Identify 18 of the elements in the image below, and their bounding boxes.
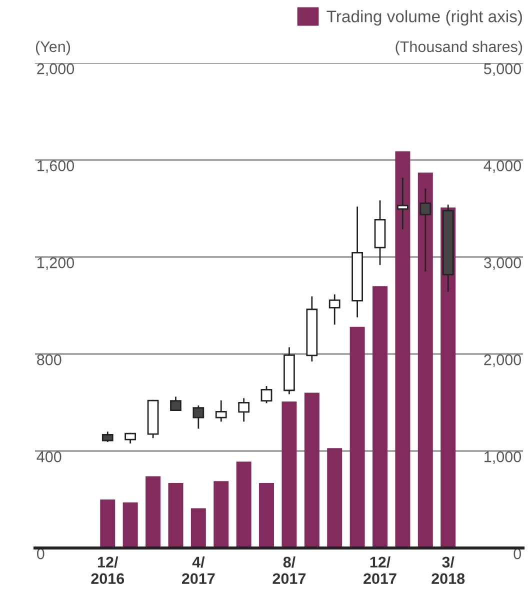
legend-label: Trading volume (right axis)	[326, 10, 522, 26]
y-tick-label: 1,200	[38, 257, 74, 270]
x-tick-label: 12/ 2017	[364, 556, 396, 584]
y2-tick-label: 3,000	[484, 257, 522, 270]
y2-tick-label: 5,000	[484, 63, 522, 76]
y-axis-title: (Yen)	[36, 40, 70, 56]
x-tick-label: 8/ 2017	[272, 556, 306, 584]
y2-tick-label: 4,000	[484, 160, 522, 174]
y-tick-label: 1,600	[38, 160, 74, 174]
x-tick-label: 12/ 2016	[91, 556, 124, 584]
x-tick-label: 4/ 2017	[182, 556, 215, 584]
y2-axis-title: (Thousand shares)	[396, 40, 522, 56]
y2-tick-label: 2,000	[484, 354, 522, 368]
y2-tick-label: 1,000	[484, 451, 522, 464]
x-tick-label: 3/ 2018	[432, 556, 465, 584]
y-tick-label: 800	[37, 354, 62, 366]
y-tick-label: 2,000	[37, 63, 74, 76]
y-tick-label: 400	[36, 451, 62, 462]
